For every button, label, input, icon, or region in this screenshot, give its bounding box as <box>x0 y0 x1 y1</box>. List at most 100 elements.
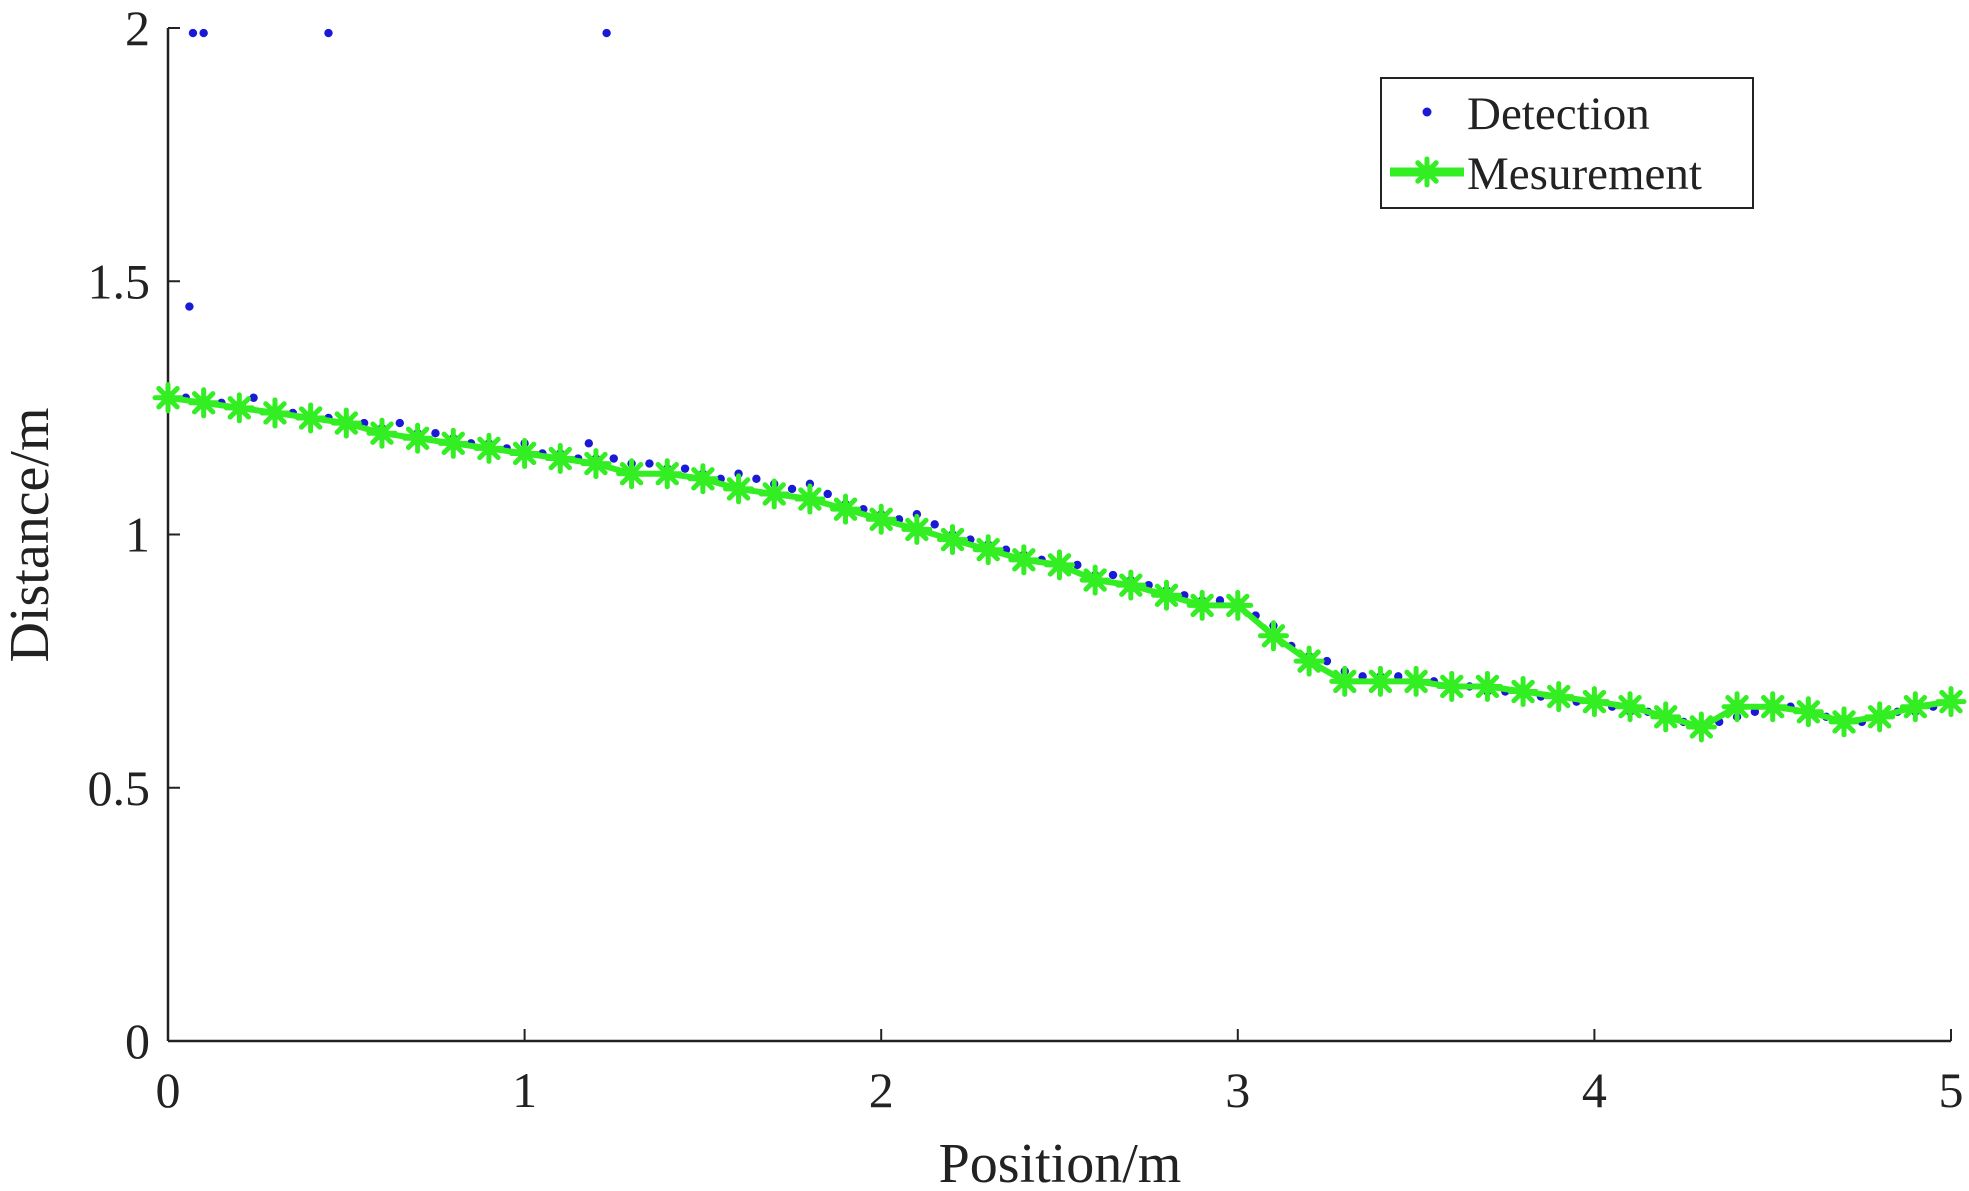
y-tick-label: 2 <box>125 0 150 56</box>
star-core <box>1373 674 1388 689</box>
star-core <box>1301 653 1317 669</box>
measurement-point <box>1436 670 1468 702</box>
star-core <box>1801 704 1816 719</box>
measurement-point <box>1364 665 1396 697</box>
y-tick-label: 1.5 <box>88 253 151 309</box>
detection-point <box>1073 560 1082 570</box>
measurement-point <box>1222 589 1254 621</box>
measurement-point <box>223 392 255 424</box>
star-core <box>1694 719 1709 735</box>
star-core <box>196 395 211 410</box>
measurement-point <box>1864 701 1896 733</box>
measurement-point <box>1471 670 1503 702</box>
star-core <box>1266 628 1281 643</box>
detection-point <box>431 429 440 438</box>
detection-point <box>249 393 258 402</box>
x-tick-label: 4 <box>1582 1062 1607 1118</box>
star-core <box>624 466 639 481</box>
star-core <box>1480 679 1495 694</box>
star-core <box>1194 598 1210 613</box>
measurement-point <box>1578 686 1610 718</box>
x-tick-label: 5 <box>1939 1062 1964 1118</box>
measurement-point <box>152 382 184 414</box>
measurement-point <box>1329 665 1361 697</box>
star-core <box>1943 694 1959 709</box>
measurement-point <box>616 458 648 490</box>
detection-point <box>752 474 761 483</box>
star-core <box>767 486 782 502</box>
star-core <box>945 532 960 547</box>
measurement-point <box>723 473 755 505</box>
star-core <box>1515 684 1531 699</box>
measurement-point <box>1792 696 1824 728</box>
measurement-point <box>295 402 327 434</box>
detection-point <box>787 484 797 494</box>
star-core <box>553 451 568 466</box>
measurement-point <box>1935 686 1967 718</box>
detection-point <box>930 520 939 529</box>
star-core <box>1444 679 1459 694</box>
star-core <box>1419 164 1435 180</box>
detection-point <box>680 464 690 473</box>
star-core <box>1016 552 1031 567</box>
star-core <box>1765 699 1780 714</box>
star-core <box>1337 674 1352 689</box>
measurement-point <box>865 503 897 535</box>
measurement-point <box>901 513 933 545</box>
detection-point <box>1322 656 1332 666</box>
measurement-point <box>402 422 434 454</box>
legend-detection-label: Detection <box>1467 88 1650 140</box>
y-tick-label: 1 <box>125 507 150 563</box>
star-core <box>981 542 996 557</box>
star-core <box>838 502 853 517</box>
measurement-point <box>1150 579 1182 611</box>
legend-star-marker <box>1411 156 1443 188</box>
x-tick-label: 2 <box>869 1062 894 1118</box>
measurement-point <box>1614 691 1646 723</box>
detection-point <box>1108 570 1118 580</box>
star-core <box>267 405 283 421</box>
star-core <box>874 512 889 527</box>
legend-measurement-marker <box>1411 156 1443 188</box>
star-core <box>1159 588 1174 603</box>
detection-point <box>185 302 194 311</box>
measurement-point <box>794 483 826 515</box>
star-core <box>1408 674 1424 689</box>
detection-point <box>584 439 593 448</box>
y-axis-title: Distance/m <box>0 407 61 662</box>
measurement-point <box>1079 564 1111 596</box>
star-core <box>909 522 925 537</box>
axis-ticks <box>167 27 1952 1042</box>
measurement-point <box>1257 620 1289 652</box>
measurement-point <box>437 427 469 459</box>
measurement-point <box>1757 691 1789 723</box>
star-core <box>410 431 425 446</box>
detection-point <box>324 28 333 38</box>
star-core <box>1729 699 1745 714</box>
star-core <box>802 491 818 507</box>
measurement-point <box>1293 645 1325 677</box>
x-tick-label: 3 <box>1225 1062 1250 1118</box>
x-tick-label: 1 <box>512 1062 537 1118</box>
measurement-point <box>651 458 683 490</box>
measurement-point <box>1899 691 1931 723</box>
star-core <box>588 456 604 471</box>
detection-point <box>188 28 198 38</box>
measurement-point <box>509 437 541 469</box>
measurement-point <box>830 493 862 525</box>
measurement-point <box>1650 701 1682 733</box>
star-core <box>374 426 390 441</box>
measurement-point <box>473 432 505 464</box>
star-core <box>1587 694 1602 709</box>
detection-point <box>609 454 618 463</box>
measurement-point <box>188 387 220 419</box>
measurement-point <box>1186 589 1218 621</box>
star-core <box>1088 572 1103 588</box>
star-core <box>446 436 461 451</box>
measurement-point <box>1400 665 1432 697</box>
star-core <box>1908 699 1923 714</box>
star-core <box>1836 714 1852 730</box>
measurement-point <box>1721 691 1753 723</box>
series-measurement <box>152 382 1967 743</box>
